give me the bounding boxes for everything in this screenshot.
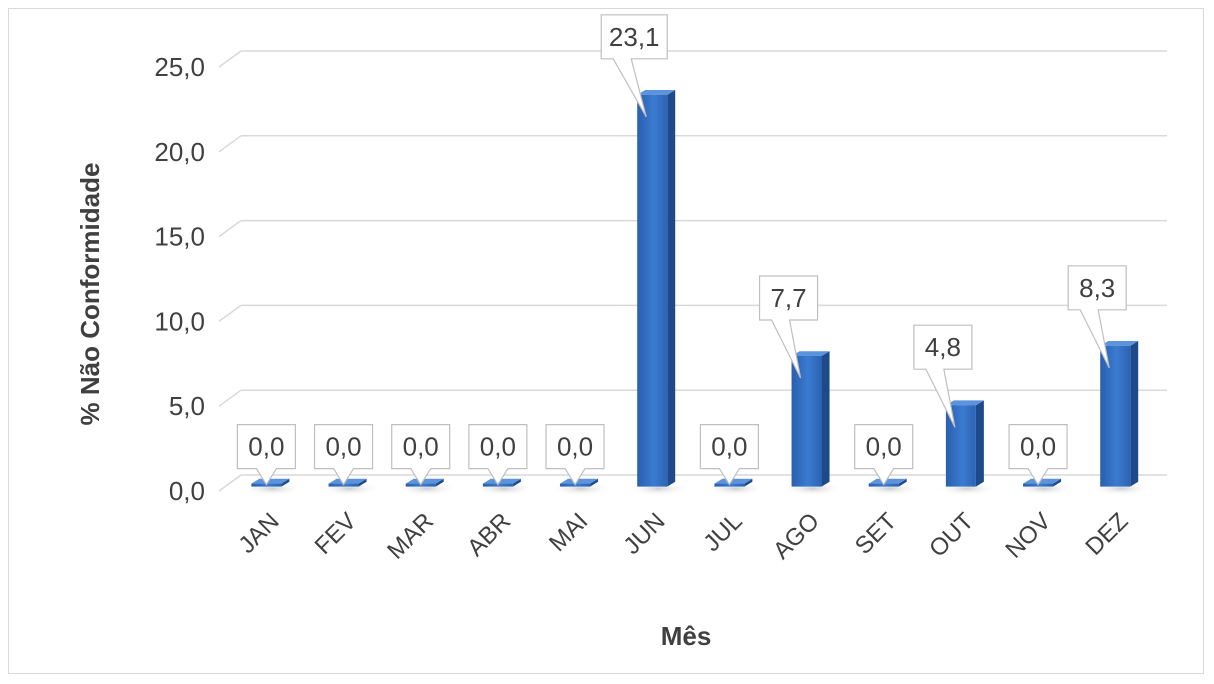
- bar-top: [868, 478, 907, 484]
- bars: [242, 90, 1152, 496]
- data-label: 8,3: [1079, 273, 1115, 303]
- data-label-callout: 7,7: [758, 275, 819, 379]
- data-label-callout: 0,0: [1008, 424, 1068, 486]
- bar-side: [667, 90, 676, 487]
- callout-box: [600, 14, 668, 118]
- x-category-label: NOV: [1000, 508, 1056, 564]
- y-axis-title: % Não Conformidade: [75, 163, 105, 426]
- bar-side: [1130, 341, 1139, 487]
- y-tick-label: 10,0: [154, 306, 205, 336]
- data-label: 7,7: [770, 283, 806, 313]
- x-category-label: MAR: [382, 508, 439, 565]
- data-label: 0,0: [866, 432, 902, 462]
- data-label: 0,0: [403, 432, 439, 462]
- data-label-callout: 23,1: [600, 14, 668, 118]
- bar-top: [945, 400, 984, 406]
- callout-box: [545, 424, 605, 486]
- callout-box: [758, 275, 819, 379]
- chart-frame: 0,0 5,0 10,0 15,0 20,0 25,0 0,0 0,0 0,0 0,0 0,0 23…: [8, 8, 1204, 674]
- callout-box: [913, 324, 973, 428]
- y-axis-ticks: 0,0 5,0 10,0 15,0 20,0 25,0: [154, 52, 205, 506]
- data-label: 0,0: [325, 432, 361, 462]
- bar-side: [435, 478, 444, 487]
- bar-top: [714, 478, 753, 484]
- data-label-callout: 0,0: [699, 424, 759, 486]
- data-label-callout: 0,0: [236, 424, 296, 486]
- callout-box: [854, 424, 914, 486]
- data-label: 23,1: [609, 22, 660, 52]
- y-tick-label: 15,0: [154, 222, 205, 252]
- bar-side: [281, 478, 290, 487]
- callout-box: [1067, 265, 1127, 369]
- data-label-callout: 0,0: [545, 424, 605, 486]
- data-label-callout: 4,8: [913, 324, 973, 428]
- gridline-depth: [218, 219, 242, 238]
- x-category-label: MAI: [544, 508, 593, 557]
- bar-side: [1053, 478, 1062, 487]
- bar-top: [791, 351, 830, 357]
- x-category-label: OUT: [924, 508, 979, 563]
- bar-top: [328, 478, 367, 484]
- y-tick-label: 0,0: [169, 476, 205, 506]
- data-label-callout: 0,0: [313, 424, 374, 486]
- data-label: 0,0: [711, 432, 747, 462]
- bar-side: [898, 478, 907, 487]
- data-label-callout: 8,3: [1067, 265, 1127, 369]
- gridline-depth: [218, 389, 242, 407]
- x-axis-categories: JAN FEV MAR ABR MAI JUN JUL AGO SET OUT NOV DEZ: [233, 508, 1133, 565]
- bar-top: [637, 90, 676, 95]
- bar: [637, 94, 668, 487]
- gridline-depth: [218, 304, 242, 323]
- callout-box: [468, 424, 528, 486]
- bar: [1100, 345, 1131, 487]
- bar: [791, 356, 822, 487]
- x-category-label: JUL: [698, 508, 747, 557]
- x-category-label: SET: [850, 508, 902, 560]
- y-tick-label: 25,0: [154, 52, 205, 82]
- bar-side: [512, 478, 521, 487]
- x-category-label: JAN: [233, 508, 284, 559]
- y-tick-label: 5,0: [169, 391, 205, 421]
- bar-top: [251, 478, 290, 484]
- data-label: 0,0: [557, 432, 593, 462]
- bar-top: [560, 478, 599, 484]
- data-label-callout: 0,0: [468, 424, 528, 486]
- gridline-depth: [218, 135, 242, 153]
- gridline-depth: [218, 474, 242, 492]
- data-label-callout: 0,0: [854, 424, 914, 486]
- bar-side: [975, 400, 984, 487]
- data-label: 4,8: [925, 332, 961, 362]
- y-tick-label: 20,0: [154, 137, 205, 167]
- bar-top: [405, 478, 444, 484]
- bar-top: [1023, 478, 1062, 484]
- bar-side: [744, 478, 753, 487]
- bar-chart: 0,0 5,0 10,0 15,0 20,0 25,0 0,0 0,0 0,0 0,0 0,0 23…: [75, 14, 1167, 651]
- x-category-label: AGO: [768, 508, 825, 565]
- x-category-label: FEV: [310, 508, 362, 560]
- callout-box: [313, 424, 374, 486]
- data-label-callout: 0,0: [391, 424, 451, 486]
- gridline-depth: [218, 50, 242, 68]
- callout-box: [391, 424, 451, 486]
- bar-side: [590, 478, 599, 487]
- x-category-label: DEZ: [1080, 508, 1133, 561]
- bar-side: [821, 351, 830, 487]
- data-label: 0,0: [1020, 432, 1056, 462]
- data-labels: 0,0 0,0 0,0 0,0 0,0 23,1 0,0 7,7 0,0 4,8 0,0 8,3: [236, 14, 1127, 486]
- data-label: 0,0: [248, 432, 284, 462]
- bar-side: [358, 478, 367, 487]
- x-axis-title: Mês: [661, 621, 712, 651]
- x-category-label: JUN: [618, 508, 670, 560]
- callout-box: [236, 424, 296, 486]
- callout-box: [699, 424, 759, 486]
- x-category-label: ABR: [462, 508, 516, 562]
- gridlines: [218, 50, 1167, 492]
- callout-box: [1008, 424, 1068, 486]
- bar-top: [1100, 341, 1139, 346]
- data-label: 0,0: [480, 432, 516, 462]
- bar-top: [482, 478, 521, 484]
